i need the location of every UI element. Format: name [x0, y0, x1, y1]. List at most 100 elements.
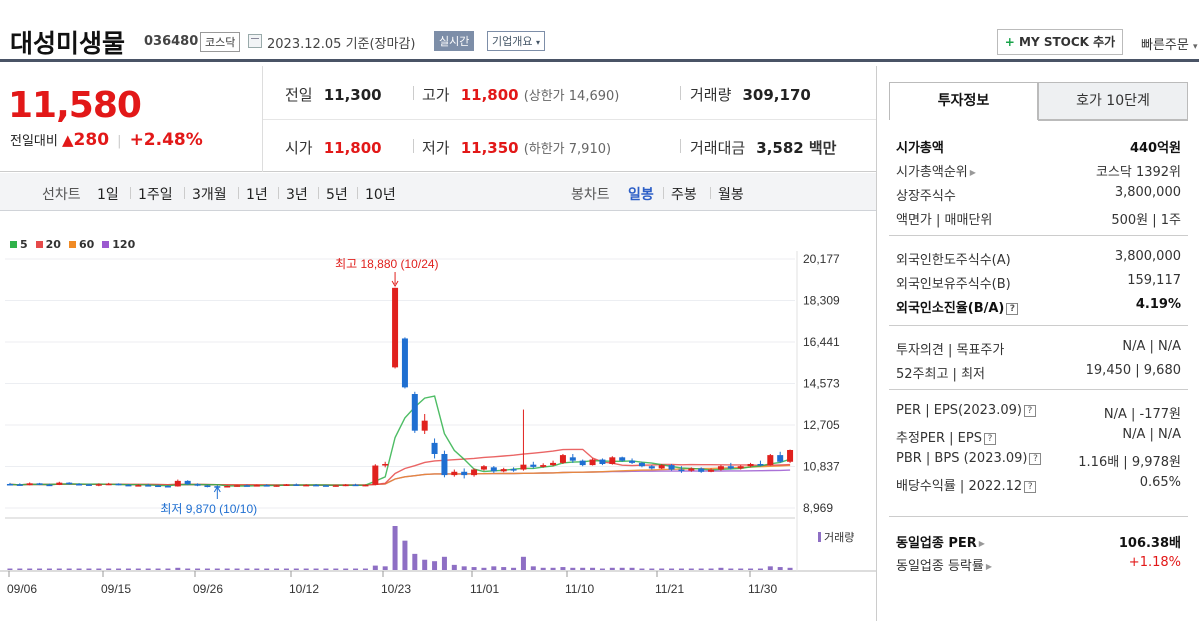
legend-item: 20 — [35, 238, 61, 251]
candle-body — [747, 463, 754, 467]
divider — [889, 325, 1188, 326]
x-tick-label: 09/26 — [193, 582, 223, 596]
period-tab[interactable]: 3년 — [286, 187, 308, 203]
info-value: N/A | N/A — [1122, 427, 1181, 442]
price-summary — [0, 66, 876, 172]
help-icon[interactable]: ? — [1024, 481, 1037, 493]
company-overview-dropdown[interactable]: 기업개요 ▾ — [487, 31, 545, 51]
period-tab[interactable]: 10년 — [365, 187, 396, 203]
candle-body — [471, 469, 478, 476]
help-icon[interactable]: ? — [1006, 303, 1019, 315]
info-label-text: 액면가 | 매매단위 — [896, 213, 993, 228]
high-cell: 고가 11,800 (상한가 14,690) — [422, 84, 619, 105]
candle-period-tab[interactable]: 일봉 — [628, 187, 654, 203]
period-tab[interactable]: 3개월 — [192, 187, 227, 203]
candle-body — [451, 471, 458, 476]
candle-body — [757, 463, 764, 466]
tab-order-book[interactable]: 호가 10단계 — [1038, 82, 1188, 120]
help-icon[interactable]: ? — [1023, 405, 1036, 417]
volume-bar — [37, 568, 43, 570]
period-tab[interactable]: 1주일 — [138, 187, 173, 203]
info-value: 0.65% — [1139, 475, 1181, 490]
candle-body — [263, 485, 270, 487]
legend-label: 60 — [78, 238, 95, 251]
high-annotation: 최고 18,880 (10/24) — [335, 257, 438, 271]
x-tick-label: 09/06 — [7, 582, 37, 596]
open-label: 시가 — [285, 139, 313, 157]
volume-bar — [412, 553, 418, 570]
volume-bar — [422, 559, 428, 570]
x-tick-label: 11/01 — [470, 582, 499, 596]
amount-label: 거래대금 — [690, 139, 746, 157]
divider — [710, 187, 711, 199]
volume-bar — [56, 568, 62, 570]
plus-icon: + — [1004, 35, 1015, 49]
volume-bar — [432, 561, 438, 570]
info-label[interactable]: 시가총액순위 ▶ — [896, 161, 976, 180]
chevron-down-icon: ▾ — [1192, 42, 1198, 52]
volume-bar — [619, 567, 625, 570]
legend-swatch — [10, 241, 17, 248]
add-mystock-button[interactable]: + MY STOCK 추가 — [997, 29, 1123, 55]
info-value: 3,800,000 — [1114, 249, 1181, 264]
volume-bar — [471, 567, 477, 570]
info-label: 외국인소진율(B/A)? — [896, 297, 1019, 316]
info-label: PBR | BPS (2023.09)? — [896, 451, 1042, 466]
volume-swatch — [818, 532, 821, 542]
quick-order-button[interactable]: 빠른주문 ▾ — [1141, 34, 1198, 53]
legend-item: 120 — [102, 238, 135, 251]
period-tab[interactable]: 5년 — [326, 187, 348, 203]
candle-period-tab[interactable]: 주봉 — [671, 187, 697, 203]
volume-bar — [293, 568, 299, 570]
amount-cell: 거래대금 3,582 백만 — [690, 137, 836, 158]
y-tick-label: 10,837 — [803, 460, 840, 474]
volume-bar — [451, 564, 457, 570]
candle-body — [520, 464, 527, 470]
volume-bar — [491, 566, 497, 570]
volume-bar — [708, 568, 714, 570]
info-label[interactable]: 동일업종 등락률 ▶ — [896, 555, 992, 574]
volume-bar — [343, 568, 349, 570]
calendar-icon — [248, 34, 262, 48]
candle-period-tab[interactable]: 월봉 — [718, 187, 744, 203]
y-tick-label: 14,573 — [803, 377, 840, 391]
volume-bar — [530, 566, 536, 570]
low-cell: 저가 11,350 (하한가 7,910) — [422, 137, 611, 158]
candle-body — [46, 484, 53, 487]
volume-bar — [106, 568, 112, 570]
candle-body — [283, 484, 290, 486]
divider — [263, 119, 876, 120]
volume-bar — [116, 568, 122, 570]
divider — [1038, 120, 1188, 121]
candle-body — [609, 457, 616, 464]
info-label-text: 투자의견 | 목표주가 — [896, 343, 1005, 358]
high-value: 11,800 — [460, 86, 519, 104]
candle-body — [431, 442, 438, 454]
help-icon[interactable]: ? — [983, 433, 996, 445]
divider — [413, 139, 414, 153]
realtime-button[interactable]: 실시간 — [434, 31, 475, 51]
candle-body — [737, 466, 744, 469]
divider — [130, 187, 131, 199]
help-icon[interactable]: ? — [1029, 453, 1042, 465]
volume-bar — [649, 568, 655, 570]
divider — [889, 516, 1188, 517]
volume-bar — [234, 568, 240, 570]
x-tick-label: 11/30 — [748, 582, 777, 596]
volume-cell: 거래량 309,170 — [690, 84, 811, 105]
low-value: 11,350 — [460, 139, 519, 157]
period-tab[interactable]: 1년 — [246, 187, 268, 203]
high-arrow-head — [391, 280, 399, 287]
period-tab[interactable]: 1일 — [97, 187, 119, 203]
candle-body — [342, 484, 349, 487]
candle-body — [66, 482, 73, 485]
volume-bar — [669, 568, 675, 570]
info-label-text: 52주최고 | 최저 — [896, 367, 985, 382]
tab-investment-info[interactable]: 투자정보 — [889, 82, 1038, 120]
volume-bar — [175, 567, 181, 570]
volume-bar — [125, 568, 131, 570]
info-label[interactable]: 동일업종 PER ▶ — [896, 532, 985, 551]
open-cell: 시가 11,800 — [285, 137, 382, 158]
chevron-down-icon: ▾ — [535, 38, 540, 47]
volume-bar — [580, 567, 586, 570]
